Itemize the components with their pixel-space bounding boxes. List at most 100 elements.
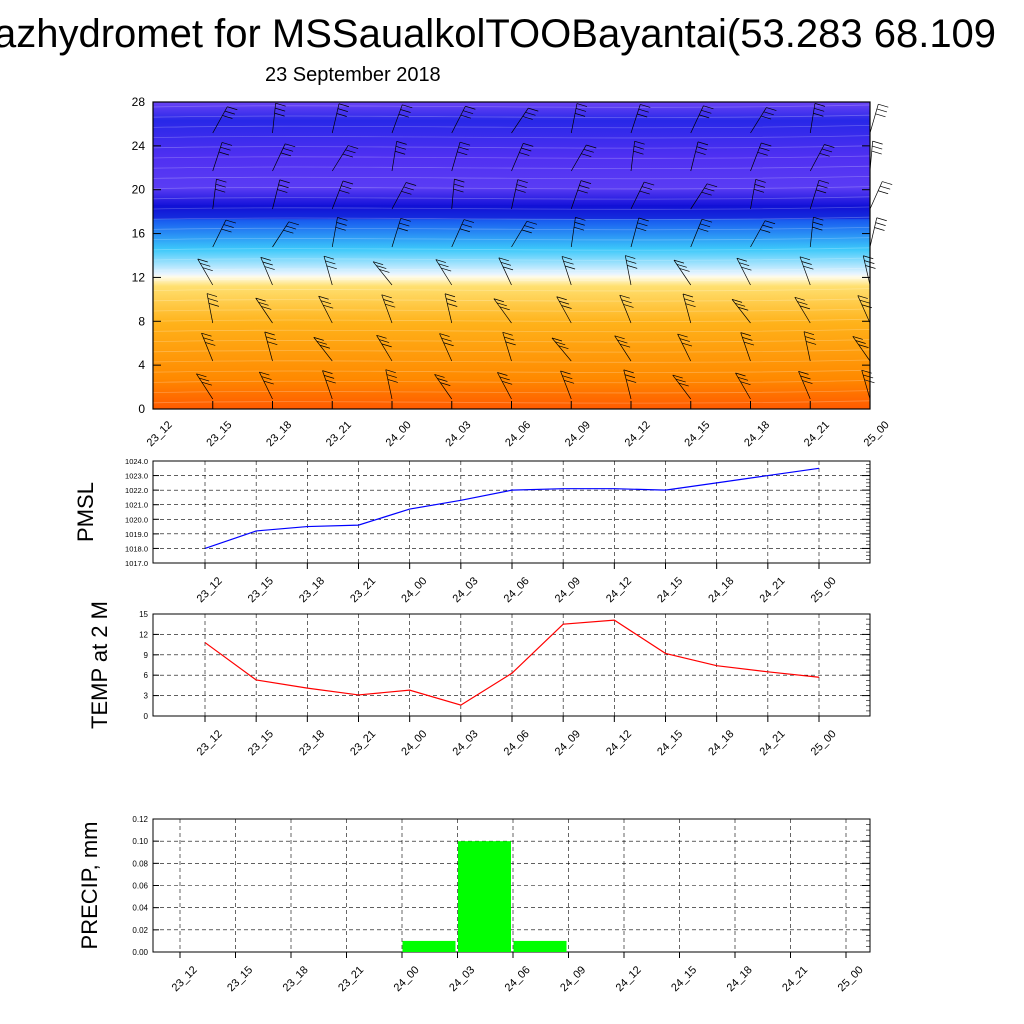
wind-barb-flag: [759, 147, 770, 151]
wind-barb-flag: [205, 342, 216, 346]
wind-barb-flag: [857, 295, 868, 299]
wind-barb-flag: [322, 370, 333, 374]
wind-barb-shaft: [451, 219, 465, 248]
x-tick-label: 24_03: [447, 964, 477, 994]
wind-barb-flag: [735, 372, 746, 377]
y-tick-label: 1020.0: [125, 515, 148, 524]
wind-barb-shaft: [857, 295, 871, 324]
x-tick-label: 24_12: [604, 728, 634, 758]
wind-barb-flag: [459, 141, 471, 146]
wind-barb-flag: [626, 379, 637, 383]
contour-line: [152, 298, 871, 302]
x-tick-label: 24_15: [655, 728, 685, 758]
x-tick-label: 23_21: [348, 575, 378, 605]
wind-barb-flag: [499, 376, 510, 381]
wind-barb-flag: [637, 113, 648, 118]
contour-line: [152, 329, 871, 333]
contour-line: [152, 267, 871, 271]
wind-barb-flag: [633, 145, 645, 150]
wind-barb-flag: [685, 303, 696, 308]
y-tick-label: 12: [132, 270, 146, 284]
wind-barb-flag: [878, 103, 889, 108]
wind-barb-flag: [261, 306, 272, 310]
wind-barb-flag: [201, 332, 212, 337]
wind-barb-flag: [342, 153, 353, 158]
wind-barb-flag: [824, 144, 835, 148]
wind-barb-flag: [696, 146, 707, 151]
wind-barb-flag: [626, 260, 637, 264]
wind-barb-flag: [220, 146, 231, 151]
wind-barb-flag: [325, 379, 336, 384]
wind-barb-flag: [754, 184, 765, 188]
x-tick-label: 23_21: [348, 728, 378, 758]
wind-barb-flag: [675, 378, 686, 383]
x-tick-label: 23_21: [336, 964, 366, 994]
contour-line: [152, 400, 871, 404]
x-tick-label: 24_00: [392, 964, 422, 994]
wind-barb-flag: [802, 380, 813, 384]
wind-barb-flag: [742, 337, 753, 341]
wind-barb-flag: [221, 142, 233, 146]
wind-barb-flag: [818, 179, 830, 184]
wind-barb-flag: [761, 142, 772, 147]
wind-barb-flag: [797, 301, 808, 305]
wind-barb-flag: [207, 298, 219, 302]
wind-barb-flag: [385, 369, 396, 373]
wind-barb-flag: [264, 331, 275, 336]
x-tick-label: 24_09: [553, 575, 583, 605]
wind-barb-shaft: [391, 104, 403, 134]
wind-barb-flag: [561, 305, 572, 309]
wind-barb-flag: [551, 337, 563, 342]
wind-barb-flag: [627, 265, 638, 269]
wind-barb-flag: [704, 187, 715, 192]
wind-barb-flag: [319, 344, 331, 349]
wind-barb-flag: [323, 304, 334, 309]
contour-line: [152, 125, 871, 129]
wind-barb-flag: [562, 375, 573, 379]
x-tick-label: 24_00: [399, 728, 429, 758]
wind-barb-flag: [402, 104, 413, 109]
wind-barb-shaft: [682, 293, 692, 324]
page-title: azhydromet for MSSaualkolTOOBayantai(53.…: [0, 8, 1024, 64]
wind-barb-flag: [461, 223, 473, 228]
wind-barb-flag: [819, 153, 830, 157]
wind-barb-flag: [438, 263, 449, 268]
wind-barb-flag: [740, 381, 751, 386]
wind-barb-flag: [644, 181, 655, 186]
wind-barb-flag: [684, 298, 695, 303]
wind-barb-flag: [446, 298, 457, 302]
wind-barb-flag: [859, 299, 870, 304]
x-tick-label: 23_15: [204, 419, 234, 449]
wind-barb-flag: [852, 336, 863, 340]
wind-barb-flag: [672, 374, 683, 379]
wind-barb-flag: [348, 145, 359, 149]
x-tick-label: 24_18: [706, 728, 736, 758]
wind-barb-flag: [441, 267, 452, 272]
contour-line: [152, 390, 871, 394]
y-axis-label: TEMP at 2 M: [87, 601, 112, 729]
wind-barb-flag: [817, 184, 828, 189]
wind-barb-flag: [385, 303, 396, 308]
precip-bar: [402, 940, 456, 952]
wind-barb-flag: [803, 331, 815, 335]
wind-barb-flag: [575, 216, 586, 221]
wind-barb-flag: [379, 269, 390, 273]
wind-barb-flag: [673, 259, 685, 264]
wind-barb-flag: [208, 303, 220, 307]
wind-barb-flag: [324, 375, 335, 379]
wind-barb-flag: [215, 188, 226, 193]
wind-barb-flag: [736, 257, 747, 262]
y-tick-label: 0: [138, 402, 145, 416]
wind-barb-flag: [218, 151, 230, 156]
wind-barb-flag: [619, 294, 630, 299]
wind-barb-flag: [267, 341, 278, 346]
wind-barb-flag: [521, 147, 532, 152]
wind-barb-flag: [275, 107, 286, 112]
wind-barb-flag: [517, 179, 528, 183]
x-tick-label: 23_18: [264, 419, 294, 449]
wind-barb-shaft: [385, 369, 393, 400]
wind-barb-flag: [320, 300, 332, 305]
contour-line: [152, 216, 871, 220]
wind-barb-flag: [574, 113, 586, 117]
wind-barb-shaft: [809, 103, 816, 134]
